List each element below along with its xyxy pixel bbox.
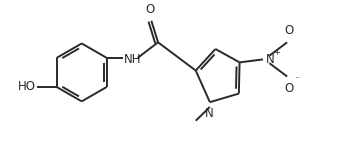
Text: NH: NH bbox=[124, 52, 142, 65]
Text: O: O bbox=[145, 3, 154, 16]
Text: +: + bbox=[273, 48, 280, 57]
Text: O: O bbox=[284, 24, 293, 37]
Text: N: N bbox=[266, 53, 275, 66]
Text: N: N bbox=[204, 107, 213, 120]
Text: O: O bbox=[284, 82, 293, 95]
Text: ⁻: ⁻ bbox=[294, 76, 299, 85]
Text: HO: HO bbox=[18, 80, 36, 93]
